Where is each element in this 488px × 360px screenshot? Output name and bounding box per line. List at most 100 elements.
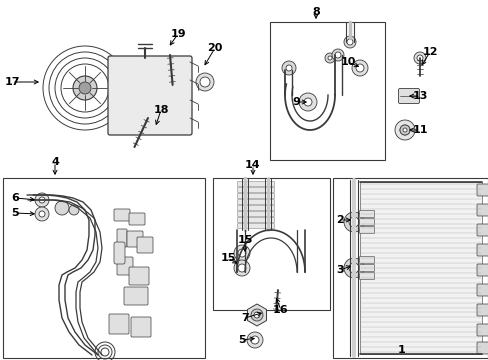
- Circle shape: [348, 217, 358, 227]
- FancyBboxPatch shape: [476, 224, 488, 236]
- Text: 3: 3: [336, 265, 343, 275]
- Circle shape: [399, 125, 409, 135]
- Circle shape: [343, 36, 355, 48]
- FancyBboxPatch shape: [476, 304, 488, 316]
- Circle shape: [238, 249, 245, 257]
- Bar: [269, 22, 384, 160]
- FancyBboxPatch shape: [117, 257, 133, 275]
- Text: 2: 2: [335, 215, 343, 225]
- Circle shape: [250, 336, 259, 344]
- FancyBboxPatch shape: [117, 229, 127, 247]
- FancyBboxPatch shape: [131, 317, 151, 337]
- Text: 11: 11: [411, 125, 427, 135]
- FancyBboxPatch shape: [124, 287, 148, 305]
- Circle shape: [238, 264, 245, 272]
- FancyBboxPatch shape: [237, 211, 274, 216]
- Circle shape: [413, 52, 425, 64]
- Circle shape: [351, 60, 367, 76]
- Circle shape: [35, 193, 49, 207]
- Circle shape: [73, 76, 97, 100]
- Circle shape: [39, 211, 45, 217]
- Text: 19: 19: [170, 29, 185, 39]
- Text: 13: 13: [411, 91, 427, 101]
- FancyBboxPatch shape: [237, 188, 274, 193]
- Circle shape: [196, 73, 214, 91]
- FancyBboxPatch shape: [237, 194, 274, 198]
- Text: 7: 7: [241, 313, 248, 323]
- Circle shape: [298, 93, 316, 111]
- FancyBboxPatch shape: [359, 226, 374, 234]
- Text: 8: 8: [311, 7, 319, 17]
- FancyBboxPatch shape: [129, 213, 145, 225]
- Circle shape: [234, 260, 249, 276]
- Text: 15: 15: [237, 235, 252, 245]
- Circle shape: [394, 120, 414, 140]
- FancyBboxPatch shape: [359, 273, 374, 279]
- Circle shape: [416, 55, 422, 61]
- FancyBboxPatch shape: [237, 224, 274, 229]
- Polygon shape: [247, 304, 266, 326]
- Text: 17: 17: [4, 77, 20, 87]
- Circle shape: [234, 245, 249, 261]
- Circle shape: [35, 207, 49, 221]
- Circle shape: [348, 263, 358, 273]
- Circle shape: [39, 197, 45, 203]
- FancyBboxPatch shape: [476, 244, 488, 256]
- FancyBboxPatch shape: [109, 314, 129, 334]
- Circle shape: [331, 49, 343, 61]
- Text: 20: 20: [207, 43, 222, 53]
- Circle shape: [285, 65, 291, 71]
- FancyBboxPatch shape: [476, 204, 488, 216]
- Circle shape: [246, 332, 263, 348]
- FancyBboxPatch shape: [237, 199, 274, 204]
- FancyBboxPatch shape: [476, 264, 488, 276]
- FancyBboxPatch shape: [359, 256, 374, 264]
- Circle shape: [200, 77, 209, 87]
- Circle shape: [79, 82, 91, 94]
- Circle shape: [250, 309, 263, 321]
- FancyBboxPatch shape: [237, 217, 274, 222]
- Circle shape: [399, 125, 409, 135]
- Circle shape: [346, 39, 352, 45]
- Circle shape: [55, 201, 69, 215]
- Bar: [213, 178, 329, 310]
- FancyBboxPatch shape: [359, 211, 374, 217]
- FancyBboxPatch shape: [359, 265, 374, 271]
- FancyBboxPatch shape: [237, 206, 274, 211]
- FancyBboxPatch shape: [398, 89, 419, 104]
- Text: 5: 5: [238, 335, 245, 345]
- Text: 14: 14: [244, 160, 260, 170]
- Circle shape: [327, 56, 331, 60]
- Circle shape: [253, 312, 260, 318]
- Text: 10: 10: [340, 57, 355, 67]
- Bar: [359, 182, 481, 354]
- Text: 9: 9: [291, 97, 299, 107]
- FancyBboxPatch shape: [129, 267, 149, 285]
- Circle shape: [402, 128, 406, 132]
- FancyBboxPatch shape: [476, 184, 488, 196]
- FancyBboxPatch shape: [108, 56, 192, 135]
- FancyBboxPatch shape: [476, 284, 488, 296]
- Text: 12: 12: [421, 47, 437, 57]
- FancyBboxPatch shape: [237, 181, 274, 186]
- Bar: [3, 178, 204, 358]
- FancyBboxPatch shape: [476, 342, 488, 354]
- Circle shape: [334, 52, 340, 58]
- FancyBboxPatch shape: [476, 324, 488, 336]
- Circle shape: [355, 64, 363, 72]
- Text: 18: 18: [153, 105, 168, 115]
- Text: 6: 6: [11, 193, 19, 203]
- FancyBboxPatch shape: [114, 209, 130, 221]
- Circle shape: [282, 61, 295, 75]
- FancyBboxPatch shape: [114, 242, 125, 264]
- Bar: [332, 178, 487, 358]
- Circle shape: [304, 98, 311, 106]
- Text: 5: 5: [11, 208, 19, 218]
- Circle shape: [69, 205, 79, 215]
- Text: 16: 16: [273, 305, 288, 315]
- Text: 4: 4: [51, 157, 59, 167]
- Circle shape: [325, 53, 334, 63]
- FancyBboxPatch shape: [127, 231, 142, 247]
- Circle shape: [343, 258, 363, 278]
- Text: 1: 1: [397, 345, 405, 355]
